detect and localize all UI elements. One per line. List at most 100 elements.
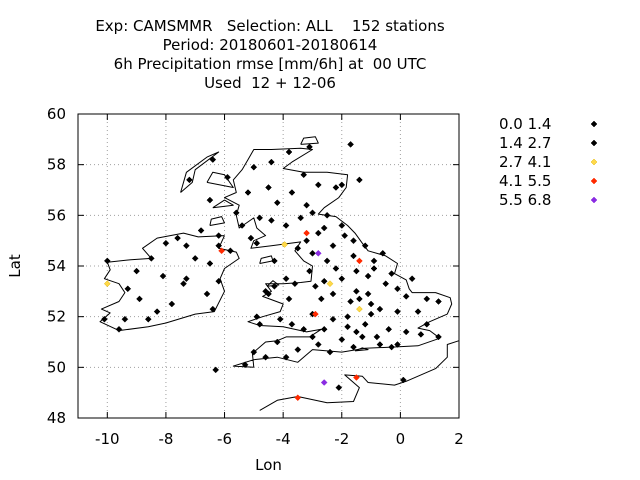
x-tick-label-0: -10 — [95, 430, 120, 448]
station-point-s0-60 — [435, 333, 442, 341]
y-tick-label-4: 56 — [47, 206, 66, 224]
station-point-s0-22 — [361, 242, 369, 250]
chart-title-line-2: Period: 20180601-20180614 — [162, 36, 378, 54]
coastline-wight — [354, 347, 369, 352]
chart-title-line-1: Exp: CAMSMMR Selection: ALL 152 stations — [95, 17, 445, 35]
station-point-s0-43 — [402, 293, 410, 300]
station-point-s0-87 — [215, 232, 223, 239]
station-point-s0-106 — [306, 143, 313, 151]
station-point-s0-31 — [338, 275, 346, 283]
station-point-s0-104 — [265, 184, 272, 191]
station-point-s0-88 — [147, 255, 155, 262]
station-point-s0-42 — [367, 300, 375, 308]
station-point-s0-10 — [256, 214, 264, 222]
station-point-s0-114 — [370, 265, 378, 272]
station-point-s0-1 — [356, 176, 363, 184]
station-point-s0-14 — [314, 229, 322, 237]
station-point-s0-74 — [209, 156, 217, 163]
legend-marker-1 — [590, 139, 598, 147]
station-point-s0-68 — [294, 346, 302, 353]
station-point-s0-20 — [329, 242, 337, 250]
station-point-s0-115 — [379, 249, 387, 257]
station-point-s0-16 — [247, 234, 255, 242]
station-point-s0-12 — [297, 214, 305, 222]
legend-marker-2 — [590, 158, 598, 166]
station-point-s0-0 — [347, 141, 354, 148]
station-point-s0-32 — [382, 280, 390, 288]
station-point-s0-57 — [385, 325, 393, 333]
legend-label-0: 0.0 1.4 — [499, 115, 551, 133]
station-point-s0-135 — [356, 295, 363, 303]
coastline-isle-of-man — [259, 255, 274, 264]
station-point-s0-3 — [314, 181, 322, 189]
station-point-s0-47 — [394, 308, 401, 315]
station-point-s0-92 — [215, 277, 223, 285]
station-point-s0-96 — [203, 290, 211, 298]
station-point-s0-25 — [332, 265, 340, 272]
station-point-s0-24 — [370, 257, 378, 265]
station-point-s0-78 — [224, 173, 231, 181]
station-point-s0-44 — [423, 295, 431, 303]
station-point-s0-72 — [335, 384, 343, 391]
station-point-s0-29 — [306, 267, 313, 275]
coastline-mull — [212, 199, 234, 209]
station-point-s0-85 — [162, 239, 170, 247]
station-point-s0-51 — [276, 315, 284, 323]
coastline-map — [99, 136, 460, 411]
station-point-s0-73 — [399, 376, 407, 384]
y-tick-label-5: 58 — [47, 156, 66, 174]
station-point-s0-98 — [144, 315, 152, 323]
station-point-s0-122 — [329, 315, 337, 323]
x-tick-label-6: 2 — [454, 430, 464, 448]
station-point-s0-126 — [314, 341, 322, 348]
legend-label-3: 4.1 5.5 — [499, 172, 551, 190]
station-point-s0-99 — [121, 315, 129, 323]
y-tick-label-1: 50 — [47, 358, 66, 376]
station-point-s4-0 — [314, 249, 322, 257]
station-point-s0-128 — [253, 313, 261, 321]
station-point-s0-130 — [153, 308, 161, 315]
station-point-s0-6 — [288, 189, 296, 196]
station-point-s0-113 — [341, 232, 349, 239]
station-point-s0-49 — [344, 313, 351, 321]
station-point-s0-4 — [332, 184, 340, 191]
station-point-s0-46 — [414, 308, 422, 315]
station-point-s0-48 — [367, 310, 375, 318]
station-point-s0-65 — [326, 348, 334, 356]
station-point-s0-129 — [115, 325, 123, 333]
station-point-s0-107 — [244, 189, 252, 196]
station-point-s0-52 — [256, 320, 264, 328]
station-point-s0-66 — [350, 343, 357, 351]
station-point-s0-132 — [282, 353, 290, 361]
station-point-s0-34 — [353, 287, 360, 295]
station-point-s0-80 — [215, 242, 223, 250]
station-point-s0-33 — [394, 285, 401, 293]
legend: 0.0 1.41.4 2.72.7 4.14.1 5.55.5 6.8 — [499, 115, 598, 209]
station-point-s3-2 — [312, 310, 319, 318]
station-point-s0-53 — [300, 325, 308, 333]
coastline-skye — [206, 171, 234, 188]
station-point-s0-5 — [338, 181, 346, 189]
y-tick-label-3: 54 — [47, 257, 66, 275]
station-point-s2-0 — [103, 280, 111, 288]
station-point-s0-134 — [320, 224, 328, 232]
station-point-s0-105 — [285, 148, 293, 156]
station-point-s0-101 — [103, 257, 111, 265]
station-points — [101, 141, 442, 402]
station-point-s0-89 — [133, 267, 140, 275]
station-point-s0-35 — [312, 282, 319, 290]
legend-marker-0 — [590, 120, 598, 128]
station-point-s0-9 — [232, 209, 240, 217]
y-axis-label: Lat — [6, 254, 24, 278]
station-point-s0-77 — [268, 158, 275, 166]
station-point-s0-55 — [344, 323, 351, 331]
chart-title-line-4: Used 12 + 12-06 — [204, 74, 336, 92]
station-point-s0-11 — [268, 217, 275, 224]
plot-frame — [77, 113, 460, 419]
station-point-s0-28 — [364, 272, 372, 280]
station-point-s0-75 — [186, 176, 193, 184]
x-tick-label-5: 0 — [396, 430, 406, 448]
coastline-ireland — [99, 232, 240, 332]
station-point-s0-82 — [191, 255, 199, 262]
